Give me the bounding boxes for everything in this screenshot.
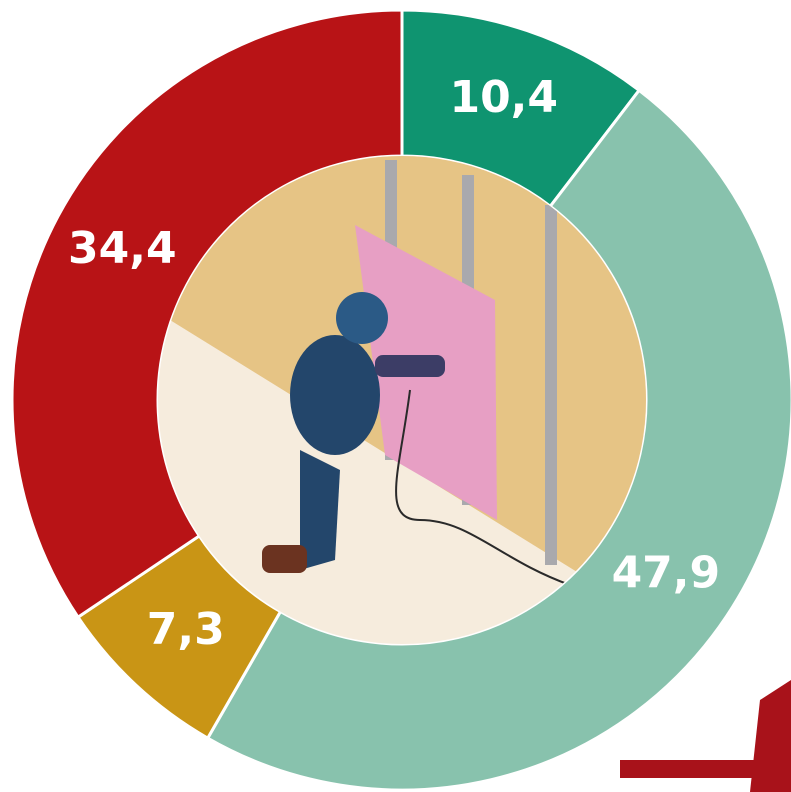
donut <box>10 8 791 792</box>
data-label: 7,3 <box>147 604 225 655</box>
data-label: 34,4 <box>68 223 177 274</box>
data-label: 10,4 <box>449 72 558 123</box>
data-label: 47,9 <box>612 548 721 599</box>
illustration <box>158 156 791 792</box>
